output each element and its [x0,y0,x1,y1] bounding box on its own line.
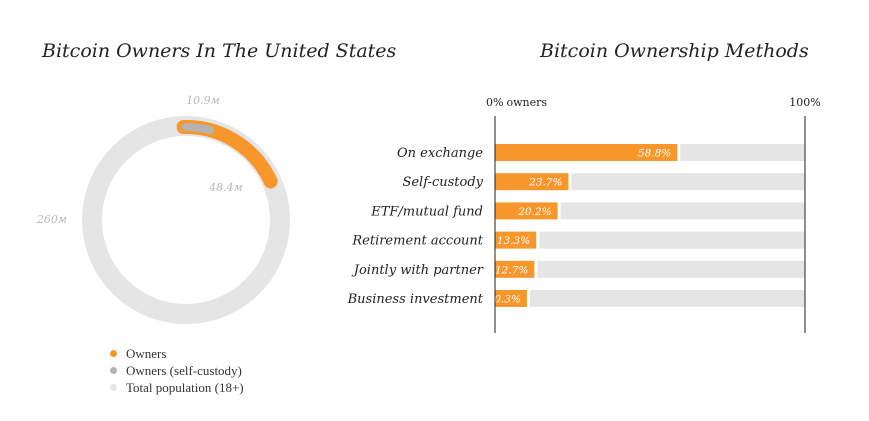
value-label-2: 20.2% [517,206,551,218]
category-label-3: Retirement account [351,234,483,249]
bar-track-3 [539,231,805,249]
bar-1 [495,173,569,191]
value-label-5: 10.3% [488,294,521,306]
donut-chart-title: Bitcoin Owners In The United States [42,40,397,62]
legend-swatch-owners [110,350,117,357]
category-label-0: On exchange [397,146,483,161]
donut-legend: Owners Owners (self-custody) Total popul… [110,345,244,396]
bar-track-5 [529,290,805,307]
bar-3 [495,231,537,249]
axis-min-suffix: owners [506,96,547,109]
bar-track-1 [571,173,805,191]
donut-chart: 10.9м 48.4м 260м [36,94,290,324]
legend-item-self-custody: Owners (self-custody) [110,362,244,379]
bar-4 [495,260,535,278]
value-label-3: 13.3% [497,235,530,247]
legend-label-owners: Owners [126,345,167,361]
donut-label-self-custody: 10.9м [186,94,220,107]
value-label-4: 12.7% [495,264,528,276]
legend-item-owners: Owners [110,345,244,362]
value-label-0: 58.8% [638,148,671,160]
category-label-5: Business investment [347,292,484,307]
bar-track-0 [680,144,805,161]
value-label-1: 23.7% [528,177,562,189]
axis-max-label: 100% [789,96,820,109]
legend-label-self-custody: Owners (self-custody) [126,362,242,378]
donut-label-owners: 48.4м [208,181,243,194]
legend-item-population: Total population (18+) [110,379,244,396]
axis-min-label: 0% owners [486,96,547,109]
bar-5 [495,290,527,307]
bar-0 [495,144,678,161]
bar-track-4 [537,260,805,278]
legend-label-population: Total population (18+) [126,379,244,395]
legend-swatch-population [110,384,117,391]
category-label-4: Jointly with partner [351,263,484,278]
category-label-2: ETF/mutual fund [370,204,483,219]
bar-track-2 [560,202,805,220]
legend-swatch-self-custody [110,367,117,374]
donut-slice-self-custody [182,123,215,135]
bar-chart: 0% owners 100% On exchange 58.8% Self-custody… [347,96,821,333]
category-label-1: Self-custody [402,175,483,190]
bar-2 [495,202,558,220]
bar-chart-title: Bitcoin Ownership Methods [540,40,809,62]
donut-label-population: 260м [36,213,67,226]
axis-min-value: 0% [486,96,503,109]
